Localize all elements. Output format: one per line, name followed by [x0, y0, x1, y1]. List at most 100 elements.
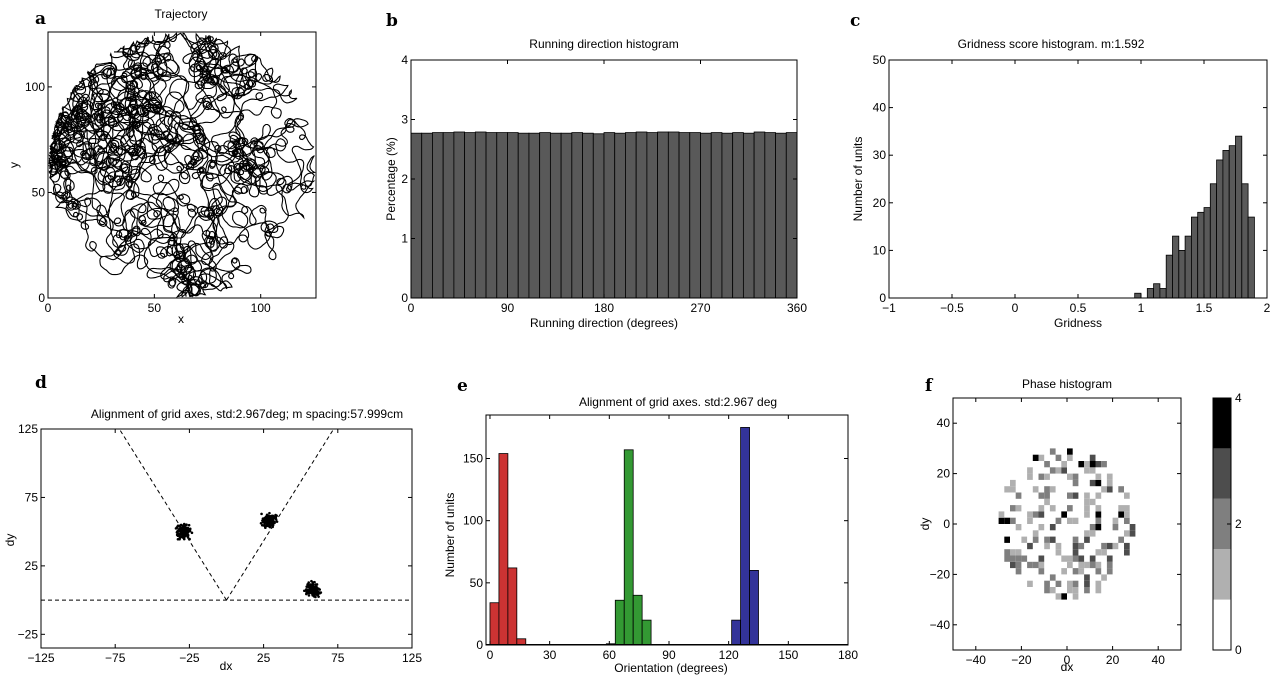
phase-cell: [1015, 561, 1022, 569]
trajectory-path: [64, 165, 229, 276]
phase-cell: [1106, 561, 1113, 569]
direction-bar: [667, 131, 680, 299]
phase-cell: [1067, 448, 1073, 455]
direction-bar: [603, 132, 616, 299]
phase-cell: [1044, 498, 1050, 506]
phase-cell: [1101, 461, 1107, 468]
phase-cell: [1118, 505, 1124, 512]
phase-cell: [1015, 524, 1022, 531]
phase-cell: [1095, 511, 1102, 518]
phase-cell: [1061, 593, 1067, 600]
phase-cell: [1072, 549, 1079, 556]
panel-e-xtick-label: 60: [603, 648, 617, 662]
alignment-point: [264, 525, 267, 529]
panel-f-ytick-label: 0: [943, 517, 950, 531]
panel-c-ytick-label: 20: [873, 196, 887, 210]
panel-d-title: Alignment of grid axes, std:2.967deg; m …: [91, 407, 403, 421]
direction-bar: [753, 131, 766, 299]
panel-d-ytick-label: 25: [25, 559, 39, 573]
phase-cell: [1084, 587, 1090, 594]
panel-e-xtick-label: 180: [838, 648, 858, 662]
phase-cell: [1124, 530, 1130, 537]
phase-cell: [1032, 454, 1039, 461]
orientation-bar: [749, 570, 759, 646]
panel-e: Alignment of grid axes. std:2.967 deg 0 3…: [443, 395, 858, 675]
phase-cell: [1055, 467, 1062, 474]
direction-bar: [678, 132, 691, 299]
panel-f-xtick-label: 0: [1064, 653, 1071, 667]
reference-line: [118, 428, 227, 601]
phase-cell: [1112, 517, 1119, 524]
alignment-point: [184, 534, 187, 538]
phase-cell: [1095, 517, 1102, 524]
panel-c-ytick-label: 50: [873, 53, 887, 67]
alignment-point: [270, 523, 273, 527]
phase-cell: [1078, 542, 1085, 550]
trajectory-lines: [47, 32, 316, 298]
panel-a-title: Trajectory: [155, 7, 208, 21]
panel-f-xtick-label: −40: [966, 653, 987, 667]
phase-cell: [1095, 568, 1102, 575]
phase-cell: [1072, 555, 1079, 562]
phase-cell: [1027, 467, 1033, 474]
direction-bar: [785, 132, 798, 299]
trajectory-path: [205, 118, 316, 240]
phase-cell: [1032, 561, 1039, 569]
phase-cell: [1049, 536, 1056, 543]
panel-e-ytick-label: 0: [476, 638, 483, 652]
phase-cell: [1038, 511, 1045, 518]
panel-d-xtick-label: 125: [402, 651, 422, 665]
phase-cell: [1112, 524, 1119, 531]
panel-c-xtick-label: −0.5: [940, 301, 964, 315]
trajectory-path: [49, 85, 109, 178]
phase-cell: [1101, 549, 1107, 556]
panel-e-xtick-label: 30: [543, 648, 557, 662]
colorbar-segment: [1213, 498, 1231, 550]
phase-cell: [1038, 555, 1045, 562]
phase-cell: [1010, 561, 1016, 569]
panel-a-ytick-label: 0: [38, 291, 45, 305]
panel-label-a: a: [35, 9, 46, 29]
phase-cell: [1032, 530, 1039, 537]
panel-e-ytick-label: 100: [463, 514, 483, 528]
phase-cell: [1106, 555, 1113, 562]
gridness-bar: [1247, 216, 1255, 299]
direction-bar: [560, 132, 573, 299]
alignment-point: [190, 531, 194, 535]
alignment-point: [275, 514, 278, 518]
phase-cell: [1095, 587, 1102, 594]
phase-cell: [1124, 542, 1130, 550]
direction-bar: [635, 131, 648, 299]
gridness-bar: [1222, 150, 1230, 299]
phase-cell: [1089, 524, 1096, 531]
panel-f-ytick-label: −20: [930, 567, 951, 581]
phase-cell: [1010, 517, 1016, 524]
phase-cell: [1106, 473, 1113, 480]
panel-c-ytick-label: 0: [879, 291, 886, 305]
alignment-point: [178, 533, 182, 536]
direction-bar: [571, 132, 583, 299]
phase-cell: [1095, 479, 1102, 487]
panel-e-ylabel: Number of units: [443, 493, 457, 578]
direction-bar: [732, 132, 744, 299]
phase-cell: [1055, 542, 1062, 550]
trajectory-path: [147, 207, 241, 292]
phase-cell: [1049, 574, 1056, 581]
phase-cell: [1067, 580, 1073, 587]
alignment-point: [178, 524, 182, 528]
direction-bar: [517, 132, 530, 299]
alignment-point: [263, 519, 267, 522]
phase-cell: [1089, 555, 1096, 562]
phase-cell: [1055, 549, 1062, 556]
panel-e-xtick-label: 90: [662, 648, 676, 662]
phase-cell: [1072, 517, 1079, 524]
panel-d-xtick-label: 25: [257, 651, 271, 665]
trajectory-path: [210, 131, 277, 217]
phase-cell: [1124, 549, 1130, 556]
alignment-point: [187, 523, 191, 527]
phase-cell: [1049, 448, 1056, 455]
phase-cell: [1106, 479, 1113, 487]
phase-cell: [1061, 568, 1067, 575]
gridness-bar: [1235, 135, 1243, 299]
panel-d-xtick-label: −125: [27, 651, 54, 665]
